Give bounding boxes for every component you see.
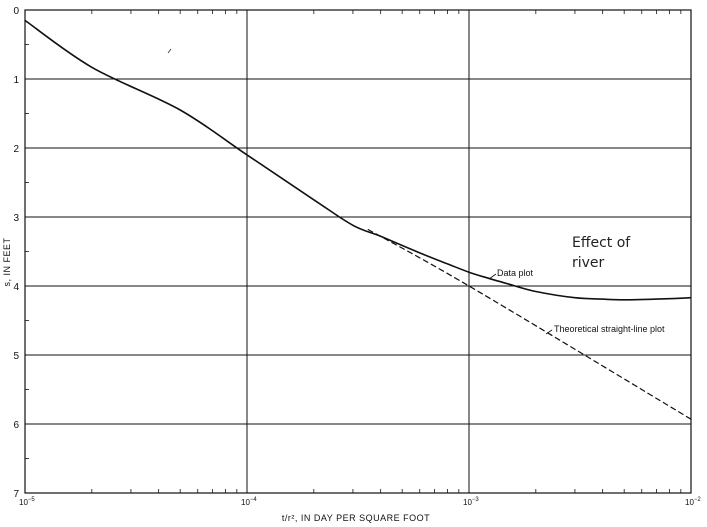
theoretical-annotation: Theoretical straight-line plot: [545, 324, 665, 335]
y-tick-label: 1: [13, 75, 19, 86]
y-tick-label: 6: [13, 420, 19, 431]
stray-mark: [167, 48, 172, 54]
x-tick-exponent: −5: [28, 497, 36, 503]
data-plot-label: Data plot: [497, 268, 534, 278]
theoretical-line-series: [367, 228, 692, 420]
x-tick-labels: 10−5 10−4 10−3 10−2: [19, 497, 701, 507]
effect-of-river-annotation: Effect of river: [572, 235, 631, 271]
y-axis-label: s, IN FEET: [2, 237, 12, 286]
data-plot-annotation: Data plot: [488, 268, 534, 280]
y-tick-label: 4: [13, 282, 19, 293]
x-tick-label: 10−4: [241, 497, 257, 507]
data-plot-series: [24, 19, 692, 301]
y-tick-label: 5: [13, 351, 19, 362]
series-layer: [24, 19, 692, 420]
plot-frame: [24, 9, 692, 494]
y-tick-label: 0: [13, 6, 19, 17]
y-tick-label: 3: [13, 213, 19, 224]
y-tick-labels: 0 1 2 3 4 5 6 7: [13, 6, 19, 500]
effect-of-river-line-1: Effect of: [572, 235, 631, 251]
effect-of-river-line-2: river: [572, 255, 605, 271]
x-tick-exponent: −2: [694, 497, 702, 503]
x-tick-label: 10−2: [685, 497, 701, 507]
grid: [24, 9, 692, 494]
x-tick-label: 10−5: [19, 497, 35, 507]
theoretical-label: Theoretical straight-line plot: [554, 324, 665, 334]
x-tick-exponent: −3: [472, 497, 480, 503]
x-axis-label: t/r², IN DAY PER SQUARE FOOT: [282, 513, 430, 523]
x-tick-exponent: −4: [250, 497, 258, 503]
y-tick-label: 7: [13, 489, 19, 500]
x-tick-label: 10−3: [463, 497, 479, 507]
data-plot-leader: [488, 273, 497, 280]
theoretical-leader: [545, 329, 553, 335]
y-tick-label: 2: [13, 144, 19, 155]
